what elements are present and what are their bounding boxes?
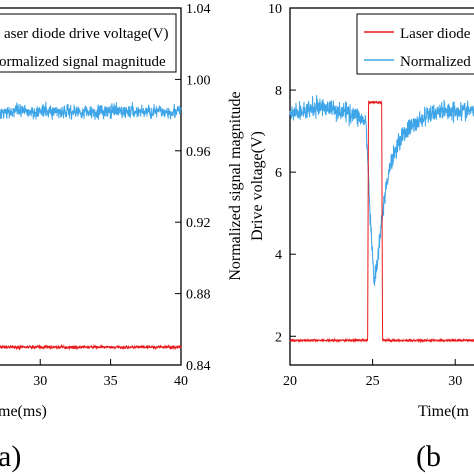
panel-a-y-tick-label: 1.04: [186, 2, 211, 17]
panel-a-right-y-ticks: 0.84 0.88 0.92 0.96 1.00 1.04: [175, 2, 211, 374]
panel-b-y-axis-label: Drive voltage(V): [249, 131, 266, 241]
panel-b-legend-item-signal: Normalized: [400, 54, 471, 70]
panel-a-series-line-0: [0, 343, 182, 351]
panel-a-y-tick-label: 0.92: [186, 216, 211, 231]
panel-b-legend-item-drive: Laser diode: [400, 26, 471, 42]
panel-b-frame: [289, 7, 474, 366]
panel-b: 20 25 30 2 4 6 8 10 Laser diode Normalized Tim…: [268, 2, 474, 473]
panel-b-x-tick-label: 30: [448, 374, 462, 389]
panel-b-tag: (b: [416, 440, 441, 473]
panel-a-right-y-axis-label: Normalized signal magnitude: [227, 91, 244, 280]
panel-b-y-tick-label: 2: [275, 330, 282, 345]
panel-a-series: [0, 101, 182, 351]
panel-a-legend: aser diode drive voltage(V) ormalized si…: [0, 13, 177, 73]
panel-a-y-tick-label: 1.00: [186, 73, 211, 88]
panel-b-y-tick-label: 6: [275, 166, 282, 181]
panel-a-legend-item-signal: ormalized signal magnitude: [0, 54, 166, 70]
panel-a-frame: [0, 7, 182, 366]
panel-b-series: [289, 95, 474, 344]
panel-a-x-tick-label: 35: [104, 374, 118, 389]
panel-a: 30 35 40 0.84 0.88 0.92 0.96 1.00 1.04 aser dio…: [0, 2, 211, 473]
panel-a-x-tick-label: 30: [33, 374, 47, 389]
panel-a-legend-item-drive: aser diode drive voltage(V): [4, 26, 169, 42]
panel-b-x-axis-label: Time(m: [418, 403, 470, 420]
panel-b-series-line-0: [289, 100, 474, 344]
panel-a-y-tick-label: 0.84: [186, 359, 211, 374]
panel-b-y-tick-label: 8: [275, 84, 282, 99]
panel-b-series-line-1: [289, 95, 474, 286]
panel-b-x-tick-label: 20: [283, 374, 297, 389]
panel-b-y-ticks: 2 4 6 8 10: [268, 2, 296, 345]
panel-a-y-tick-label: 0.96: [186, 145, 211, 160]
panel-a-legend-box: [0, 13, 177, 73]
panel-a-series-line-1: [0, 101, 182, 120]
panel-b-y-tick-label: 10: [268, 2, 282, 17]
panel-a-x-tick-label: 40: [174, 374, 188, 389]
panel-a-tag: a): [0, 440, 21, 473]
panel-a-y-tick-label: 0.88: [186, 288, 211, 303]
panel-b-x-ticks: 20 25 30: [283, 359, 462, 389]
panel-a-x-axis-label: me(ms): [0, 403, 47, 420]
panel-b-x-tick-label: 25: [366, 374, 380, 389]
panel-a-x-ticks: 30 35 40: [33, 359, 188, 389]
panel-b-y-tick-label: 4: [275, 248, 282, 263]
panel-b-legend: Laser diode Normalized: [356, 13, 474, 75]
panel-b-legend-box: [356, 13, 474, 75]
